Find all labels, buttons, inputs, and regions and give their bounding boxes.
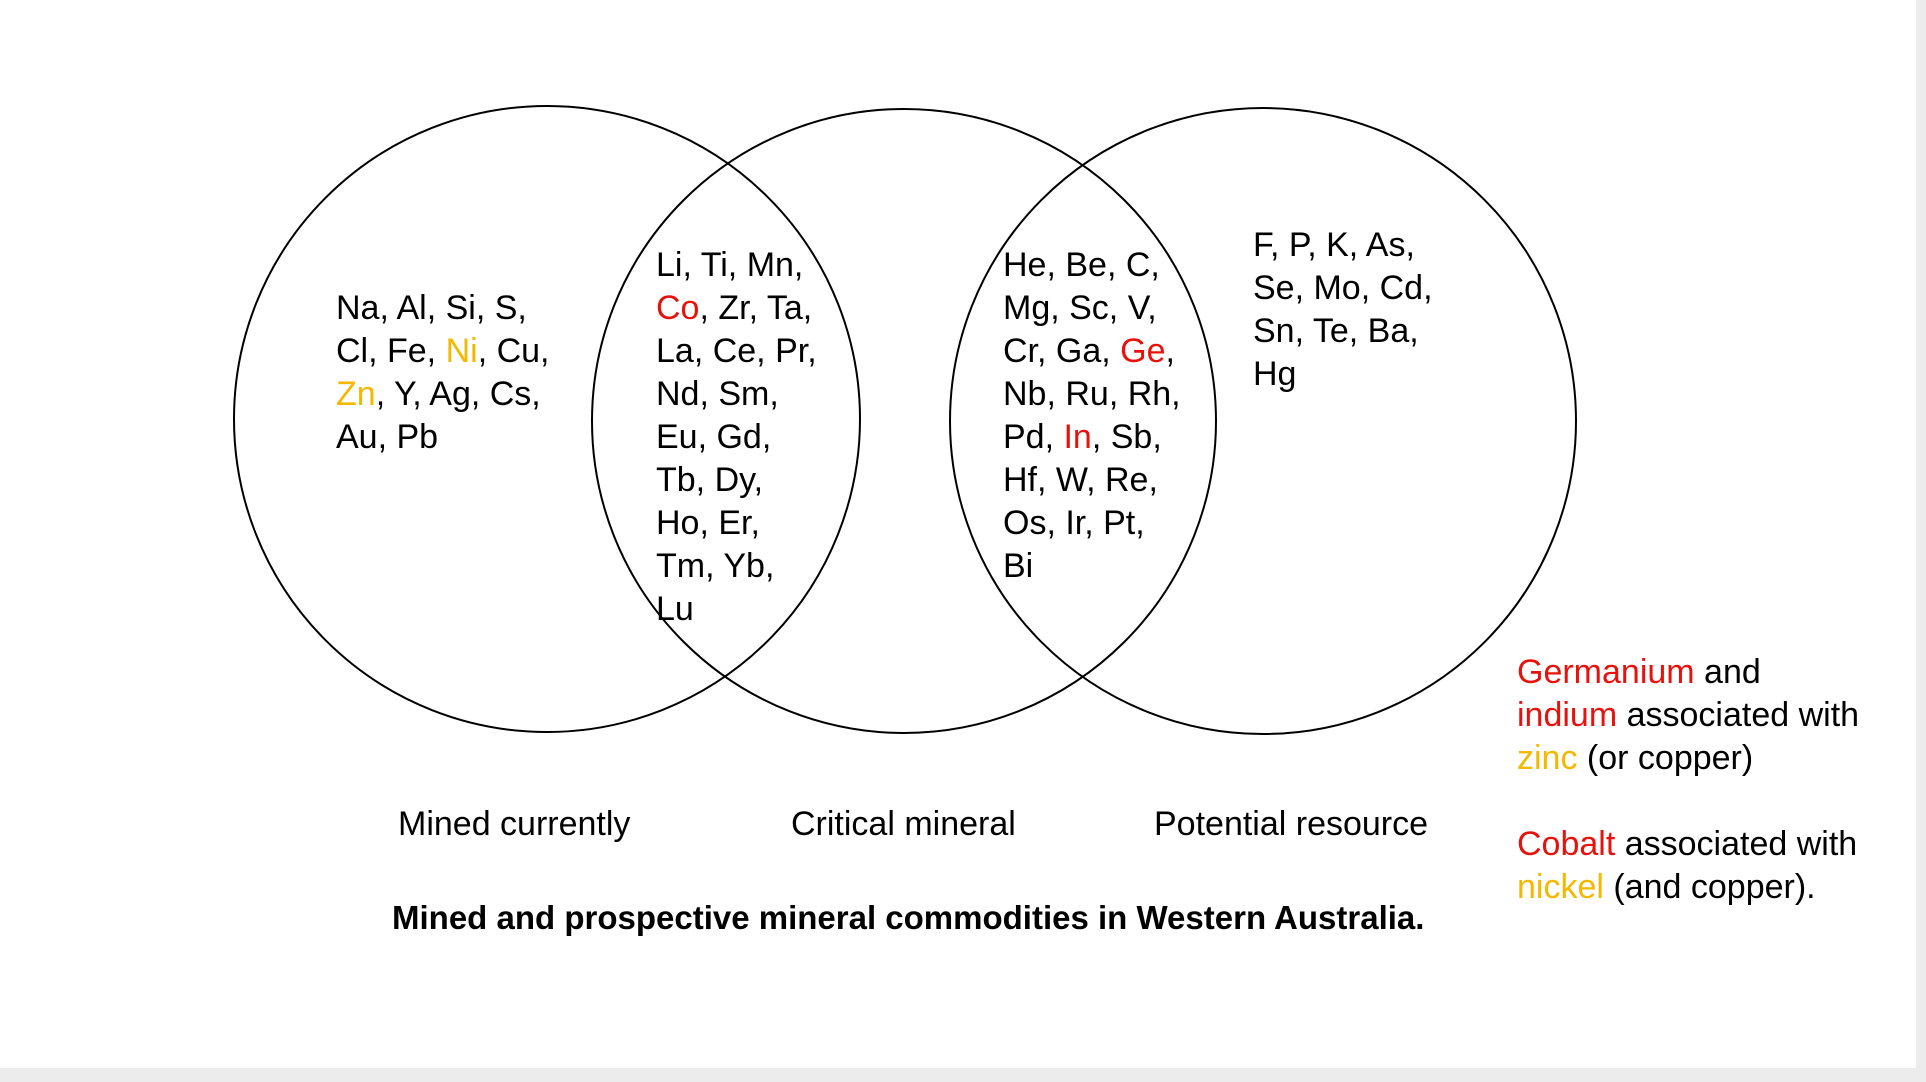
text-segment: , Cu, <box>477 332 550 370</box>
text-segment: Au, Pb <box>336 418 439 456</box>
text-line: Hg <box>1253 353 1433 396</box>
highlighted-term: Zn <box>336 375 376 413</box>
highlighted-term: indium <box>1517 696 1618 734</box>
text-segment: Pd, <box>1003 418 1064 456</box>
highlighted-term: Ni <box>445 332 478 370</box>
text-segment: Eu, Gd, <box>656 418 772 456</box>
text-segment: Nd, Sm, <box>656 375 779 413</box>
text-line: Na, Al, Si, S, <box>336 287 550 330</box>
text-line: Mg, Sc, V, <box>1003 287 1181 330</box>
highlighted-term: nickel <box>1517 868 1604 906</box>
potential-resource-label: Potential resource <box>1154 805 1429 843</box>
text-line: Ho, Er, <box>656 502 817 545</box>
text-segment: Os, Ir, Pt, <box>1003 504 1145 542</box>
critical-mineral-label: Critical mineral <box>791 805 1016 843</box>
text-line: Tm, Yb, <box>656 545 817 588</box>
text-segment: Lu <box>656 590 694 628</box>
germanium-indium-note: Germanium and indium associated with zinc … <box>1517 651 1859 780</box>
highlighted-term: Germanium <box>1517 653 1695 691</box>
text-line: nickel (and copper). <box>1517 866 1857 909</box>
text-segment: Cr, Ga, <box>1003 332 1121 370</box>
text-line: Bi <box>1003 545 1181 588</box>
text-segment: , <box>1165 332 1175 370</box>
text-segment: Bi <box>1003 547 1034 585</box>
highlighted-term: Cobalt <box>1517 825 1616 863</box>
mined-currently-circle <box>233 105 861 733</box>
highlighted-term: Ge <box>1120 332 1166 370</box>
text-line: La, Ce, Pr, <box>656 330 817 373</box>
mined-only-elements: Na, Al, Si, S, Cl, Fe, Ni, Cu, Zn, Y, Ag, … <box>336 287 550 459</box>
mined-currently-label: Mined currently <box>398 805 631 843</box>
text-line: Lu <box>656 588 817 631</box>
text-segment: Mg, Sc, V, <box>1003 289 1157 327</box>
text-line: Se, Mo, Cd, <box>1253 267 1433 310</box>
text-line: Pd, In, Sb, <box>1003 416 1181 459</box>
text-segment: Hg <box>1253 355 1297 393</box>
text-segment: associated with <box>1615 825 1858 863</box>
highlighted-term: In <box>1063 418 1092 456</box>
text-line: Eu, Gd, <box>656 416 817 459</box>
text-segment: La, Ce, Pr, <box>656 332 817 370</box>
highlighted-term: zinc <box>1517 739 1578 777</box>
text-line: Hf, W, Re, <box>1003 459 1181 502</box>
text-line: Cobalt associated with <box>1517 823 1857 866</box>
text-line: Co, Zr, Ta, <box>656 287 817 330</box>
text-line: Nd, Sm, <box>656 373 817 416</box>
text-segment: , Y, Ag, Cs, <box>375 375 541 413</box>
text-line: Au, Pb <box>336 416 550 459</box>
potential-only-elements: F, P, K, As, Se, Mo, Cd, Sn, Te, Ba, Hg <box>1253 224 1433 396</box>
text-segment: F, P, K, As, <box>1253 226 1415 264</box>
critical-mineral-circle <box>591 108 1217 734</box>
text-line: Cl, Fe, Ni, Cu, <box>336 330 550 373</box>
text-segment: Tb, Dy, <box>656 461 764 499</box>
text-line: He, Be, C, <box>1003 244 1181 287</box>
text-segment: Nb, Ru, Rh, <box>1003 375 1181 413</box>
text-segment: Li, Ti, Mn, <box>656 246 804 284</box>
mined-and-critical-elements: Li, Ti, Mn, Co, Zr, Ta, La, Ce, Pr, Nd, Sm,… <box>656 244 817 631</box>
text-segment: Cl, Fe, <box>336 332 446 370</box>
text-segment: and <box>1694 653 1761 691</box>
text-segment: Na, Al, Si, S, <box>336 289 527 327</box>
text-line: Germanium and <box>1517 651 1859 694</box>
text-segment: Ho, Er, <box>656 504 760 542</box>
text-segment: Sn, Te, Ba, <box>1253 312 1419 350</box>
text-line: Sn, Te, Ba, <box>1253 310 1433 353</box>
text-line: Cr, Ga, Ge, <box>1003 330 1181 373</box>
text-line: indium associated with <box>1517 694 1859 737</box>
text-line: Zn, Y, Ag, Cs, <box>336 373 550 416</box>
text-line: Os, Ir, Pt, <box>1003 502 1181 545</box>
text-line: zinc (or copper) <box>1517 737 1859 780</box>
text-line: Nb, Ru, Rh, <box>1003 373 1181 416</box>
cobalt-note: Cobalt associated with nickel (and copper… <box>1517 823 1857 909</box>
highlighted-term: Co <box>656 289 700 327</box>
text-line: Li, Ti, Mn, <box>656 244 817 287</box>
diagram-title: Mined and prospective mineral commoditie… <box>392 899 1425 936</box>
text-segment: (and copper). <box>1603 868 1816 906</box>
text-line: F, P, K, As, <box>1253 224 1433 267</box>
text-segment: Hf, W, Re, <box>1003 461 1158 499</box>
text-line: Tb, Dy, <box>656 459 817 502</box>
text-segment: , Sb, <box>1091 418 1162 456</box>
text-segment: Tm, Yb, <box>656 547 775 585</box>
text-segment: (or copper) <box>1577 739 1754 777</box>
text-segment: associated with <box>1617 696 1860 734</box>
critical-and-potential-elements: He, Be, C, Mg, Sc, V, Cr, Ga, Ge, Nb, Ru, R… <box>1003 244 1181 588</box>
potential-resource-circle <box>949 107 1577 735</box>
text-segment: , Zr, Ta, <box>699 289 813 327</box>
text-segment: He, Be, C, <box>1003 246 1160 284</box>
text-segment: Se, Mo, Cd, <box>1253 269 1433 307</box>
